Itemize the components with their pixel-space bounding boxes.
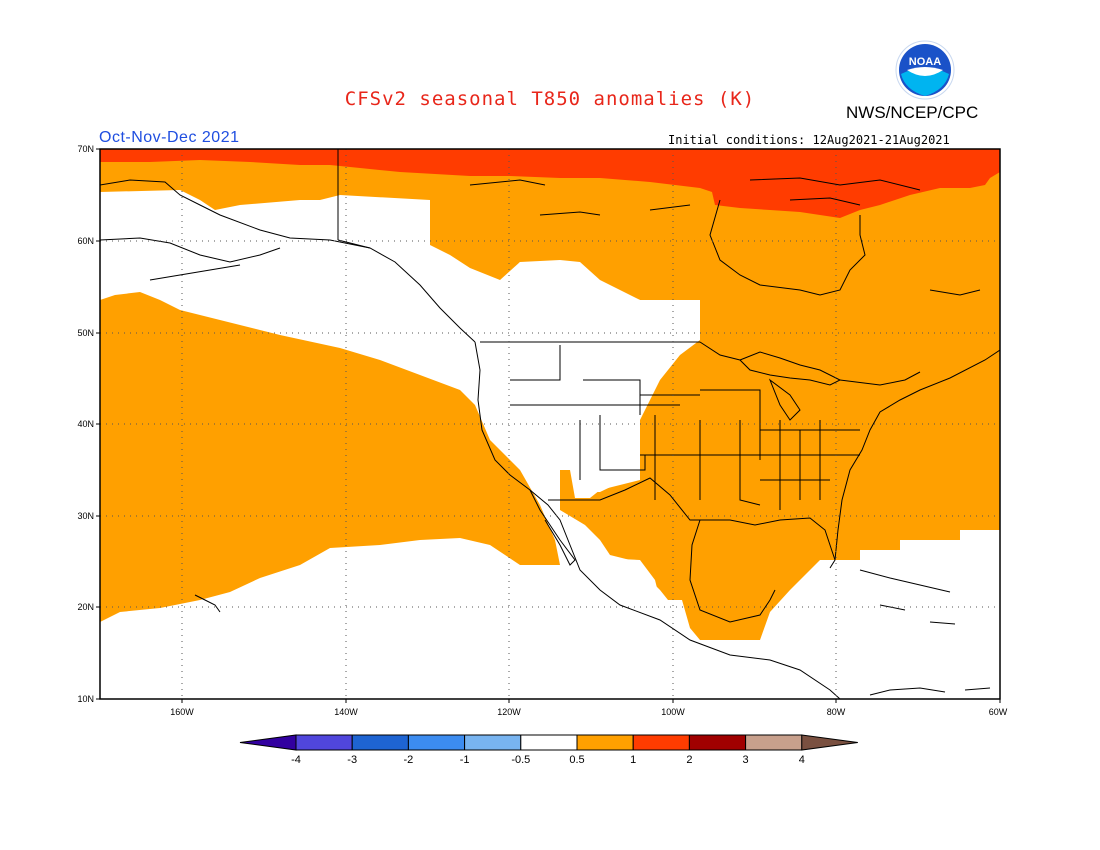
season-label: Oct-Nov-Dec 2021 [99,129,240,146]
initial-conditions-label: Initial conditions: 12Aug2021-21Aug2021 [668,133,950,147]
anomaly-region-red [100,149,1000,218]
colorbar-label: 0.5 [569,754,584,766]
svg-text:NOAA: NOAA [909,56,941,68]
lat-label: 50N [77,328,94,338]
lon-label: 120W [497,707,521,717]
colorbar-end-low [239,734,297,751]
map-title: CFSv2 seasonal T850 anomalies (K) [344,88,756,110]
colorbar-label: -1 [460,754,470,766]
lat-label: 70N [77,144,94,154]
colorbar-swatch [351,734,409,751]
colorbar-label: 3 [743,754,749,766]
colorbar-end-high [801,734,858,751]
lat-label: 40N [77,419,94,429]
colorbar-swatch [688,734,747,751]
colorbar-swatch [295,734,353,751]
noaa-logo-icon: NOAA [895,40,955,100]
lon-label: 60W [989,707,1008,717]
colorbar-label: 1 [630,754,636,766]
colorbar-label: -4 [291,754,301,766]
colorbar-legend: -4 -3 -2 -1 -0.5 0.5 1 2 3 4 [239,734,858,766]
colorbar-swatch [407,734,466,751]
lon-label: 140W [334,707,358,717]
colorbar-swatch [745,734,803,751]
colorbar-label: -2 [404,754,414,766]
colorbar-swatch [576,734,634,751]
colorbar-label: 4 [799,754,805,766]
anomaly-region-orange-pacific [100,292,560,622]
lon-label: 160W [170,707,194,717]
colorbar-label: -0.5 [511,754,530,766]
anomaly-region-orange [100,149,1000,640]
colorbar-label: -3 [347,754,357,766]
colorbar-swatch [632,734,690,751]
lon-label: 100W [661,707,685,717]
colorbar-label: 2 [686,754,692,766]
lat-label: 30N [77,511,94,521]
colorbar-swatch [464,734,522,751]
lon-label: 80W [827,707,846,717]
lat-label: 20N [77,602,94,612]
colorbar-swatch [520,734,578,751]
lat-label: 10N [77,694,94,704]
org-label: NWS/NCEP/CPC [846,103,979,122]
lat-label: 60N [77,236,94,246]
